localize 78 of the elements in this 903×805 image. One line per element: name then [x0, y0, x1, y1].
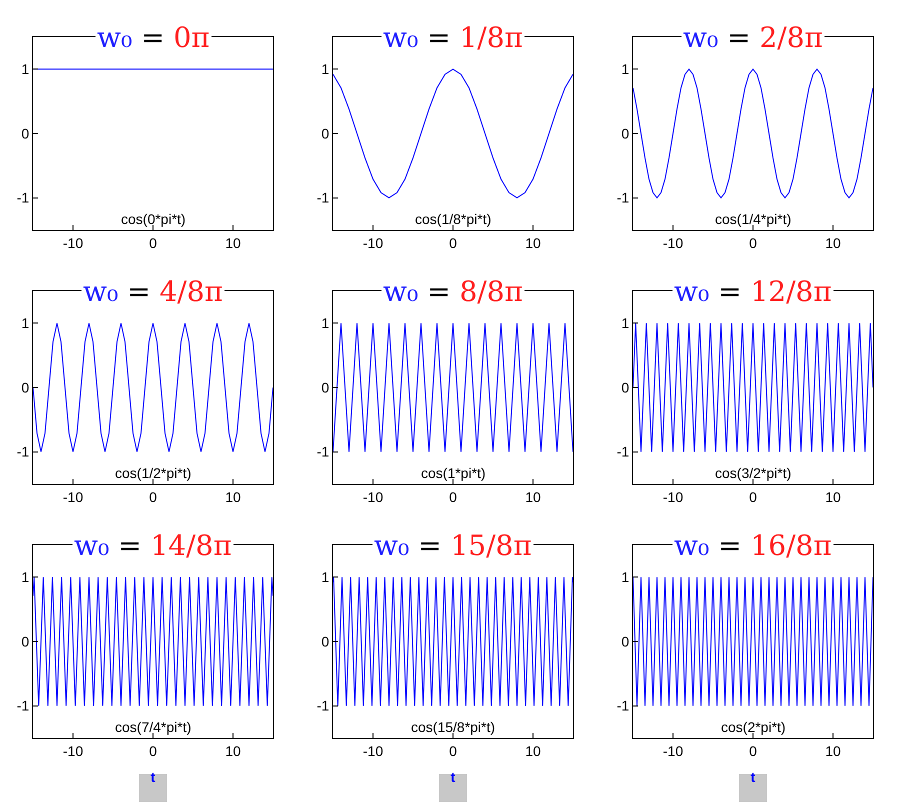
annotation: cos(0*pi*t) — [121, 211, 186, 227]
x-tick-label: 10 — [825, 234, 841, 251]
x-tick-label: 10 — [225, 488, 241, 505]
y-tick-label: 1 — [621, 61, 630, 78]
chart-title: w₀ = 16/8π — [674, 529, 832, 562]
y-tick-label: 0 — [321, 379, 330, 396]
x-tick-label: 0 — [749, 234, 758, 251]
x-axis-title: t — [750, 769, 756, 786]
x-tick-label: 0 — [149, 742, 158, 759]
annotation: cos(1*pi*t) — [421, 465, 486, 481]
y-tick-label: -1 — [316, 698, 330, 714]
annotation: cos(7/4*pi*t) — [115, 719, 192, 735]
x-tick-label: 0 — [149, 488, 158, 505]
chart-title: w₀ = 2/8π — [683, 21, 823, 54]
x-tick-label: 0 — [749, 488, 758, 505]
x-tick-label: 0 — [149, 234, 158, 251]
y-tick-label: 1 — [621, 569, 630, 586]
x-tick-label: -10 — [62, 234, 84, 251]
annotation: cos(15/8*pi*t) — [411, 719, 496, 735]
y-tick-label: 1 — [21, 569, 30, 586]
y-tick-label: 0 — [21, 125, 30, 142]
y-tick-label: -1 — [16, 444, 30, 460]
y-tick-label: 1 — [21, 315, 30, 332]
y-tick-label: -1 — [316, 444, 330, 460]
x-tick-label: 0 — [749, 742, 758, 759]
x-tick-label: -10 — [62, 488, 84, 505]
chart-title: w₀ = 15/8π — [374, 529, 532, 562]
x-tick-label: 0 — [449, 234, 458, 251]
y-tick-label: 1 — [321, 315, 330, 332]
chart-title: w₀ = 8/8π — [383, 275, 523, 308]
y-tick-label: -1 — [316, 190, 330, 206]
line-series — [333, 68, 573, 198]
annotation: cos(1/2*pi*t) — [115, 465, 192, 481]
y-tick-label: -1 — [16, 190, 30, 206]
y-tick-label: 0 — [321, 633, 330, 650]
y-tick-label: -1 — [16, 698, 30, 714]
x-tick-label: 10 — [525, 742, 541, 759]
chart-title: w₀ = 14/8π — [74, 529, 232, 562]
chart-title: w₀ = 1/8π — [383, 21, 523, 54]
x-tick-label: -10 — [662, 234, 684, 251]
x-tick-label: 0 — [449, 742, 458, 759]
line-series — [33, 322, 273, 452]
line-series — [633, 68, 873, 198]
x-tick-label: 10 — [825, 742, 841, 759]
x-tick-label: 0 — [449, 488, 458, 505]
y-tick-label: -1 — [616, 190, 630, 206]
y-tick-label: -1 — [616, 698, 630, 714]
x-tick-label: -10 — [362, 488, 384, 505]
chart-title: w₀ = 12/8π — [674, 275, 832, 308]
annotation: cos(3/2*pi*t) — [715, 465, 792, 481]
x-tick-label: -10 — [662, 488, 684, 505]
y-tick-label: 0 — [321, 125, 330, 142]
y-tick-label: 1 — [321, 569, 330, 586]
y-tick-label: 0 — [621, 633, 630, 650]
y-tick-label: 0 — [21, 633, 30, 650]
annotation: cos(2*pi*t) — [721, 719, 786, 735]
x-tick-label: 10 — [825, 488, 841, 505]
y-tick-label: 0 — [621, 379, 630, 396]
x-tick-label: 10 — [525, 234, 541, 251]
chart-title: w₀ = 0π — [97, 21, 210, 54]
x-tick-label: 10 — [225, 742, 241, 759]
y-tick-label: 1 — [21, 61, 30, 78]
y-tick-label: 0 — [21, 379, 30, 396]
x-tick-label: -10 — [362, 742, 384, 759]
x-tick-label: -10 — [662, 742, 684, 759]
y-tick-label: 0 — [621, 125, 630, 142]
annotation: cos(1/4*pi*t) — [715, 211, 792, 227]
y-tick-label: 1 — [621, 315, 630, 332]
x-tick-label: -10 — [62, 742, 84, 759]
x-axis-title: t — [450, 769, 456, 786]
x-tick-label: 10 — [525, 488, 541, 505]
x-tick-label: -10 — [362, 234, 384, 251]
y-tick-label: 1 — [321, 61, 330, 78]
x-axis-title: t — [150, 769, 156, 786]
x-tick-label: 10 — [225, 234, 241, 251]
chart-title: w₀ = 4/8π — [83, 275, 223, 308]
y-tick-label: -1 — [616, 444, 630, 460]
annotation: cos(1/8*pi*t) — [415, 211, 492, 227]
